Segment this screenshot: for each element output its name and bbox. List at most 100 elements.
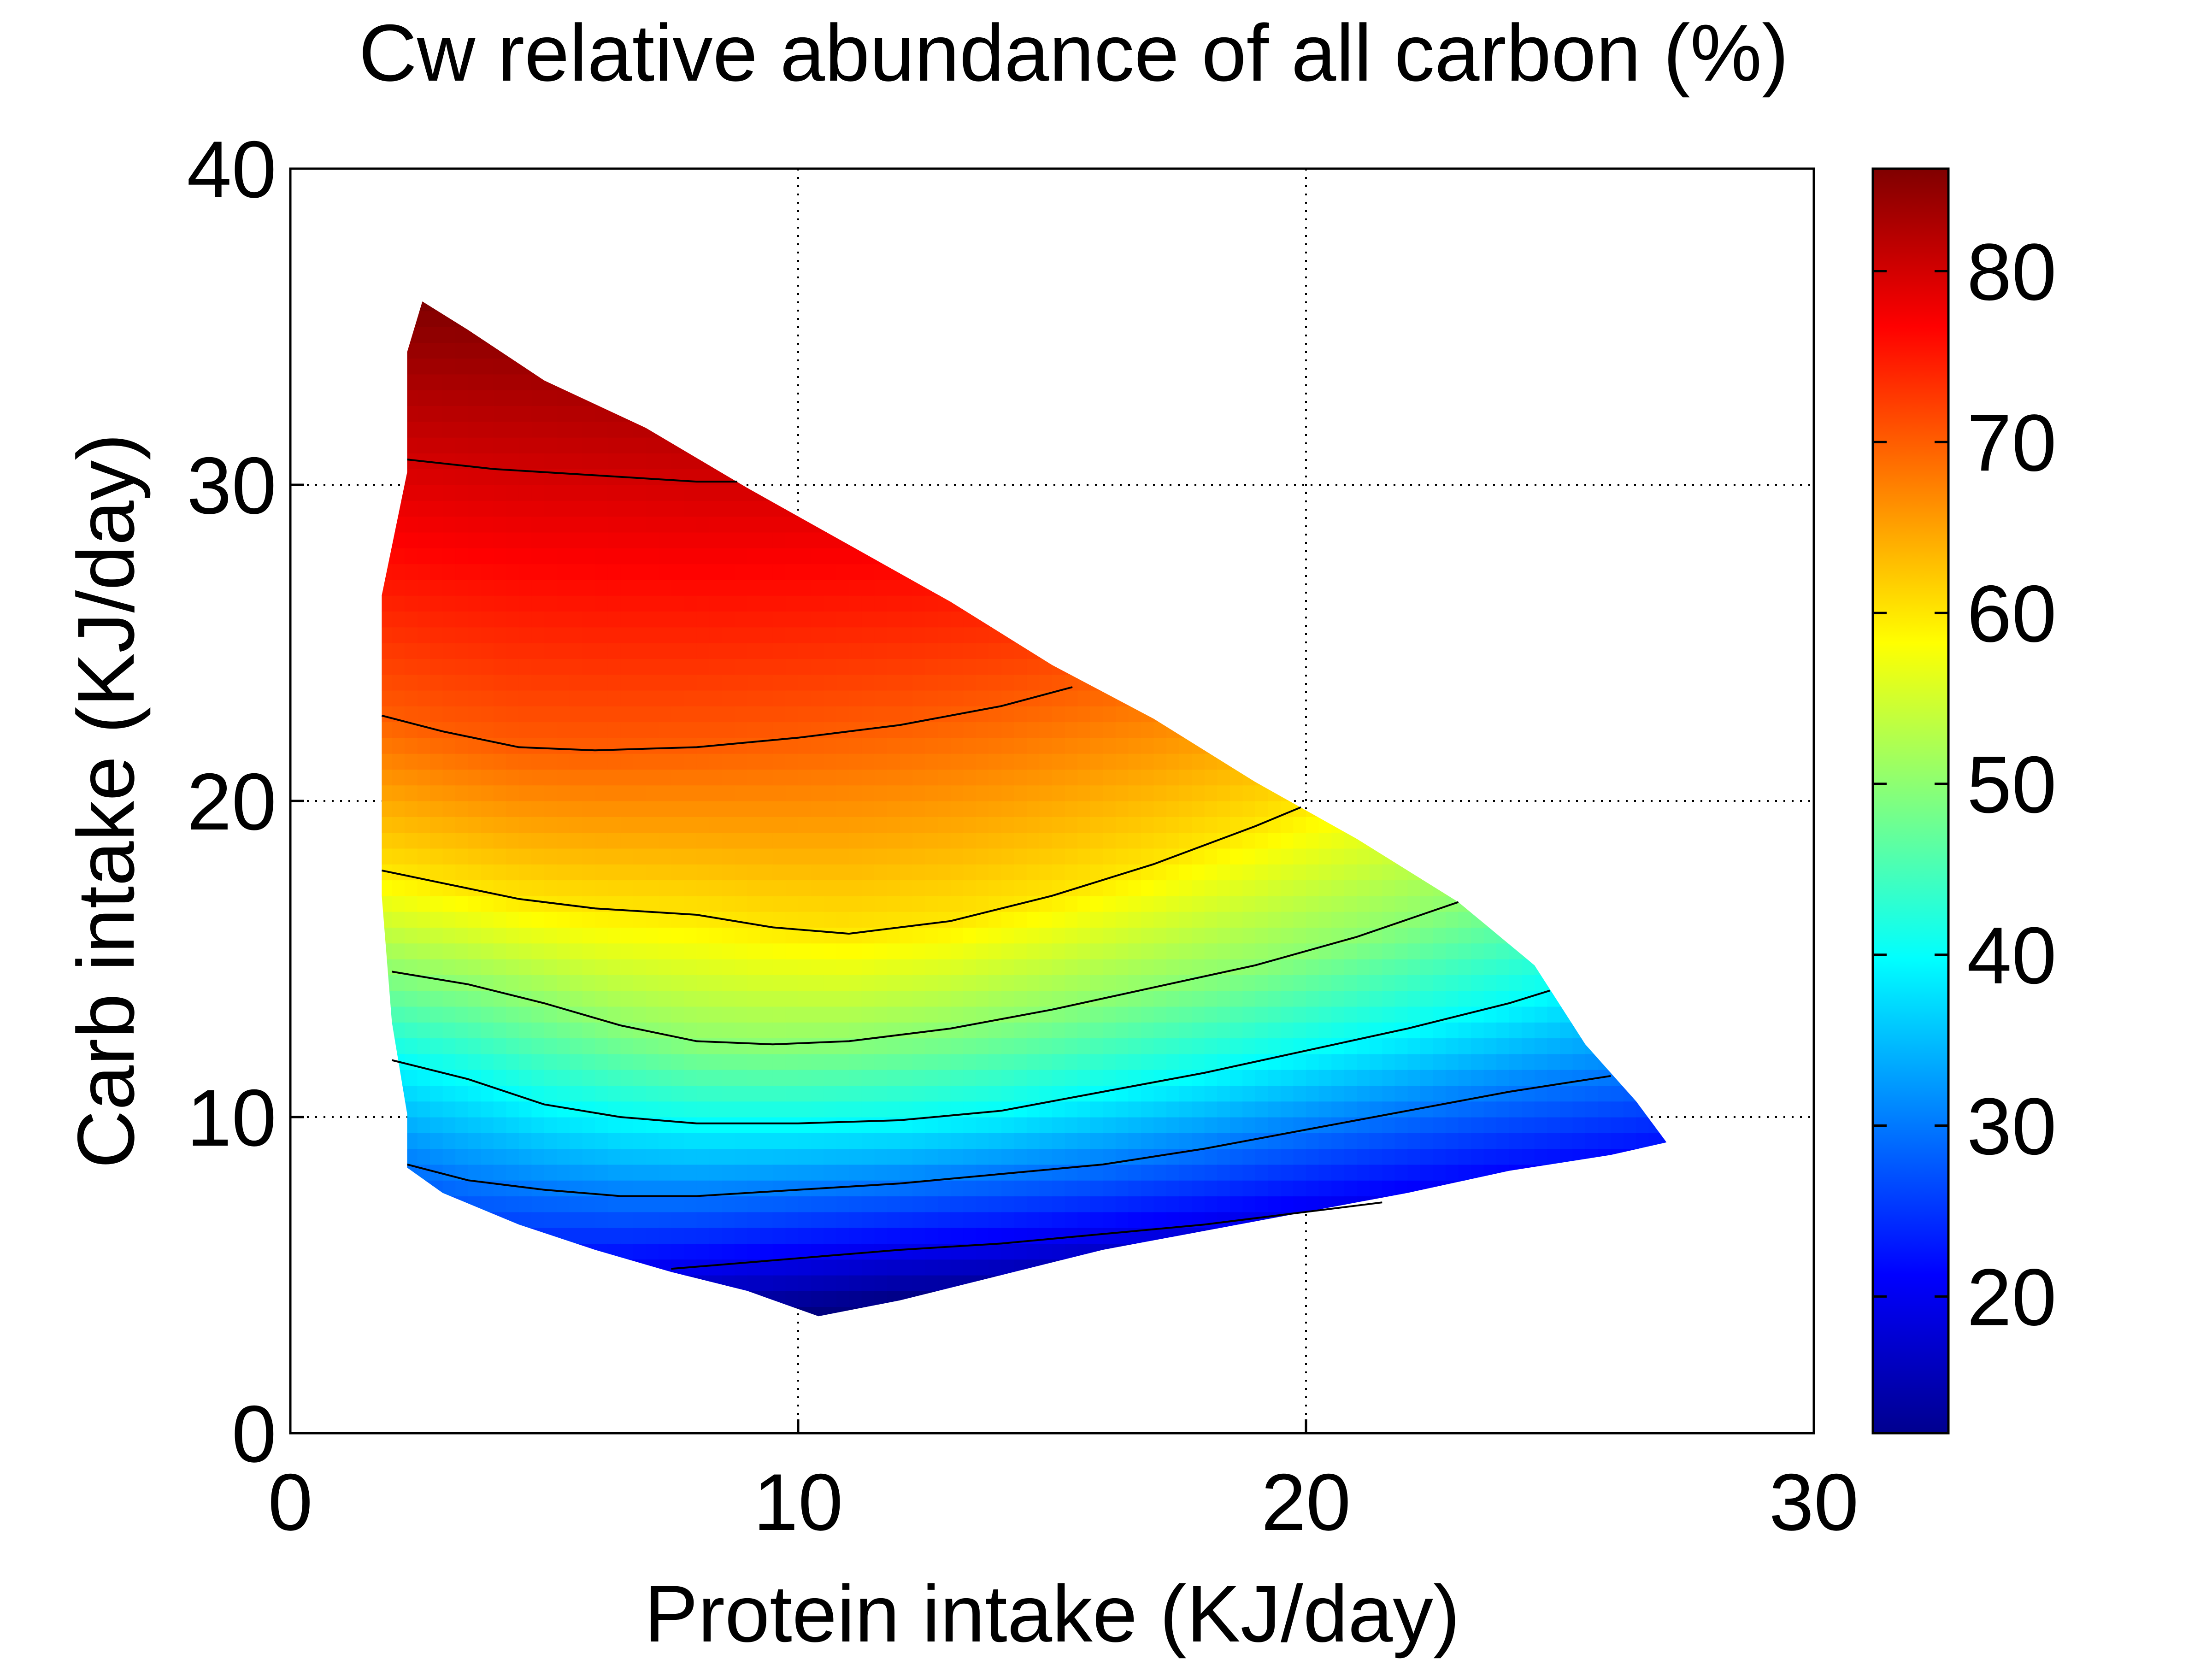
heatmap-cell (646, 832, 659, 849)
heatmap-cell (900, 801, 913, 817)
heatmap-cell (557, 1259, 570, 1276)
heatmap-cell (1052, 342, 1065, 359)
heatmap-cell (1293, 1306, 1306, 1317)
heatmap-cell (950, 453, 964, 470)
heatmap-cell (988, 301, 1002, 312)
heatmap-cell (1077, 1133, 1091, 1149)
heatmap-cell (1230, 611, 1243, 628)
heatmap-cell (518, 1291, 532, 1307)
heatmap-cell (1115, 848, 1129, 865)
heatmap-cell (1052, 832, 1065, 849)
heatmap-cell (570, 848, 583, 865)
heatmap-cell (1065, 1180, 1078, 1197)
heatmap-cell (887, 342, 900, 359)
heatmap-cell (1230, 1196, 1243, 1212)
heatmap-cell (557, 279, 570, 295)
heatmap-cell (1242, 516, 1256, 533)
heatmap-cell (950, 832, 964, 849)
heatmap-cell (1014, 1259, 1027, 1276)
heatmap-cell (405, 643, 418, 659)
heatmap-cell (1115, 421, 1129, 438)
heatmap-cell (887, 690, 900, 706)
heatmap-cell (1026, 1038, 1040, 1054)
heatmap-cell (1090, 1133, 1103, 1149)
heatmap-cell (1268, 500, 1281, 517)
heatmap-cell (1065, 1212, 1078, 1228)
heatmap-cell (988, 943, 1002, 959)
heatmap-cell (696, 1117, 710, 1133)
heatmap-cell (481, 895, 494, 912)
heatmap-cell (1306, 500, 1319, 517)
heatmap-cell (671, 279, 684, 295)
heatmap-cell (633, 1053, 646, 1070)
heatmap-cell (1090, 1164, 1103, 1181)
heatmap-cell (506, 832, 519, 849)
heatmap-cell (506, 453, 519, 470)
heatmap-cell (1014, 943, 1027, 959)
heatmap-cell (1230, 485, 1243, 501)
heatmap-cell (785, 880, 799, 896)
heatmap-cell (468, 674, 481, 691)
heatmap-cell (684, 895, 697, 912)
heatmap-cell (887, 722, 900, 738)
heatmap-cell (392, 595, 405, 612)
heatmap-cell (1077, 627, 1091, 643)
heatmap-cell (1268, 279, 1281, 295)
heatmap-cell (1192, 437, 1205, 453)
heatmap-cell (1255, 453, 1268, 470)
heatmap-cell (696, 1243, 710, 1260)
heatmap-cell (531, 817, 545, 833)
heatmap-cell (887, 311, 900, 327)
heatmap-cell (506, 611, 519, 628)
heatmap-cell (1192, 706, 1205, 723)
heatmap-cell (570, 1133, 583, 1149)
heatmap-cell (900, 311, 913, 327)
heatmap-cell (709, 469, 723, 485)
heatmap-cell (772, 1275, 786, 1291)
heatmap-cell (684, 1275, 697, 1291)
heatmap-cell (1318, 848, 1332, 865)
heatmap-cell (1128, 579, 1141, 596)
heatmap-cell (481, 785, 494, 801)
heatmap-cell (481, 516, 494, 533)
heatmap-cell (607, 1117, 621, 1133)
heatmap-cell (950, 301, 964, 312)
heatmap-cell (976, 1196, 989, 1212)
heatmap-cell (1014, 817, 1027, 833)
heatmap-cell (1026, 548, 1040, 565)
heatmap-cell (595, 390, 608, 406)
heatmap-cell (976, 1259, 989, 1276)
heatmap-cell (1039, 1212, 1053, 1228)
heatmap-cell (1217, 706, 1230, 723)
heatmap-cell (1204, 785, 1218, 801)
heatmap-cell (1103, 453, 1116, 470)
heatmap-cell (392, 832, 405, 849)
heatmap-cell (760, 959, 773, 975)
heatmap-cell (570, 1053, 583, 1070)
heatmap-cell (709, 1164, 723, 1181)
heatmap-cell (1141, 1259, 1154, 1276)
heatmap-region (382, 279, 1667, 1317)
heatmap-cell (963, 358, 977, 375)
heatmap-cell (468, 564, 481, 580)
heatmap-cell (1217, 1070, 1230, 1086)
heatmap-cell (709, 374, 723, 390)
heatmap-cell (518, 627, 532, 643)
heatmap-cell (1331, 1180, 1345, 1197)
heatmap-cell (1166, 785, 1180, 801)
heatmap-cell (861, 690, 875, 706)
heatmap-cell (1230, 1101, 1243, 1118)
heatmap-cell (976, 500, 989, 517)
heatmap-cell (481, 1148, 494, 1165)
heatmap-cell (1026, 801, 1040, 817)
heatmap-cell (468, 1306, 481, 1317)
heatmap-cell (798, 1196, 812, 1212)
heatmap-cell (1001, 1180, 1014, 1197)
heatmap-cell (836, 1148, 849, 1165)
heatmap-cell (1001, 1006, 1014, 1023)
heatmap-cell (595, 801, 608, 817)
heatmap-cell (912, 1306, 926, 1317)
heatmap-cell (963, 1212, 977, 1228)
heatmap-cell (620, 927, 634, 944)
heatmap-cell (1280, 500, 1294, 517)
